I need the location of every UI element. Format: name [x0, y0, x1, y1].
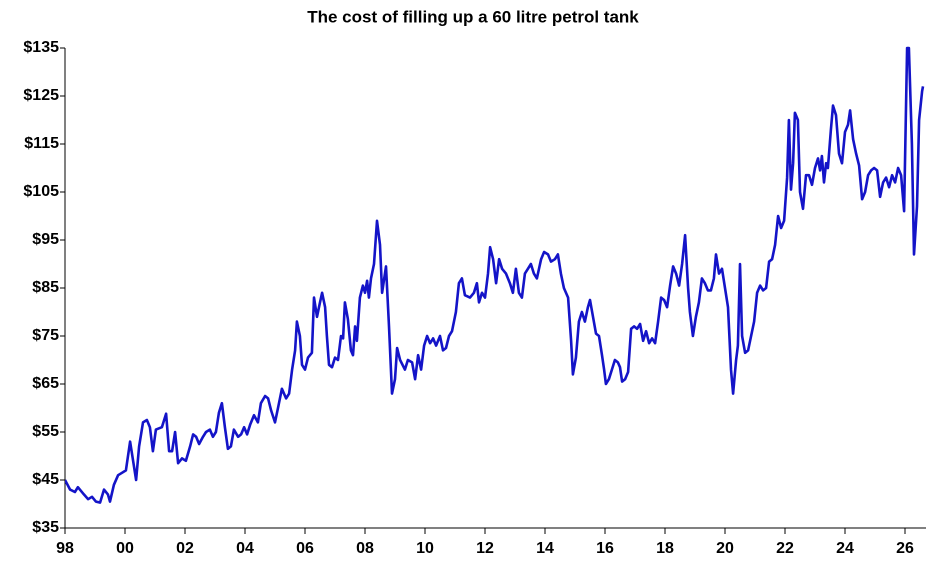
y-tick-label: $125 [23, 87, 59, 104]
x-tick-label: 16 [596, 540, 614, 557]
x-tick-label: 24 [836, 540, 854, 557]
y-tick-label: $85 [32, 279, 59, 296]
y-tick-label: $75 [32, 327, 59, 344]
chart-title: The cost of filling up a 60 litre petrol… [307, 7, 639, 26]
x-tick-label: 22 [776, 540, 794, 557]
y-tick-label: $35 [32, 519, 59, 536]
x-tick-label: 10 [416, 540, 434, 557]
x-tick-label: 00 [116, 540, 134, 557]
x-tick-label: 14 [536, 540, 554, 557]
x-tick-label: 18 [656, 540, 674, 557]
x-tick-label: 02 [176, 540, 194, 557]
y-tick-label: $95 [32, 231, 59, 248]
x-tick-label: 98 [56, 540, 74, 557]
x-tick-label: 06 [296, 540, 314, 557]
y-tick-label: $55 [32, 423, 59, 440]
y-tick-label: $115 [24, 135, 59, 152]
x-tick-label: 20 [716, 540, 734, 557]
x-tick-label: 12 [476, 540, 494, 557]
y-tick-label: $105 [23, 183, 59, 200]
y-tick-label: $135 [23, 39, 59, 56]
x-tick-label: 04 [236, 540, 254, 557]
data-line [65, 46, 925, 504]
x-tick-label: 08 [356, 540, 374, 557]
y-tick-label: $45 [32, 471, 59, 488]
y-tick-label: $65 [32, 375, 59, 392]
x-tick-label: 26 [896, 540, 914, 557]
